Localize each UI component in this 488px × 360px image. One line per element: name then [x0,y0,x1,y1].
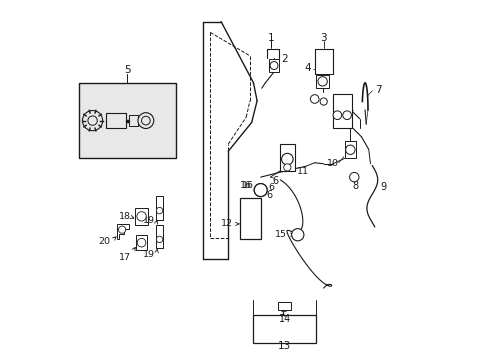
Text: 16: 16 [242,181,254,190]
Text: 14: 14 [278,314,290,324]
Circle shape [137,238,145,247]
Text: 2: 2 [281,54,287,64]
Bar [156,196,163,220]
Circle shape [254,184,266,197]
Text: 10: 10 [326,159,338,168]
Bar [128,115,137,126]
Circle shape [156,207,163,214]
Text: 7: 7 [374,85,381,95]
Circle shape [269,62,277,69]
Text: 5: 5 [124,65,131,75]
Bar [332,94,352,128]
Bar [134,208,148,225]
Text: 19: 19 [143,251,155,259]
Circle shape [82,111,102,131]
Text: 4: 4 [304,63,310,73]
Text: 17: 17 [119,253,131,262]
Bar [315,75,329,88]
Bar [106,113,126,128]
Circle shape [345,145,354,154]
Circle shape [138,113,153,129]
Circle shape [349,172,358,182]
Circle shape [317,77,326,86]
Text: 13: 13 [278,341,291,351]
Bar [268,59,279,72]
Bar [79,83,176,158]
Bar [277,302,291,310]
Text: 6: 6 [271,176,278,186]
Circle shape [342,111,351,120]
Circle shape [320,98,326,105]
Circle shape [137,212,146,221]
Text: 19: 19 [143,216,155,225]
Text: 9: 9 [380,182,386,192]
Bar [240,198,261,239]
Text: 16: 16 [240,181,252,190]
Text: 18: 18 [119,212,131,221]
Circle shape [310,95,318,103]
Circle shape [88,116,97,125]
Bar [344,141,355,158]
Circle shape [254,184,266,197]
Circle shape [118,226,125,233]
Text: 20: 20 [99,238,110,246]
Bar [156,225,163,248]
Polygon shape [117,224,128,239]
Circle shape [283,164,290,171]
Circle shape [281,153,292,165]
Circle shape [332,111,341,120]
Text: 15: 15 [274,230,286,239]
Circle shape [291,229,303,241]
Text: 12: 12 [221,219,232,228]
Bar [253,315,316,343]
Text: 3: 3 [320,33,326,43]
Bar [136,235,147,250]
Text: 1: 1 [267,33,274,43]
Text: 8: 8 [351,181,358,191]
Circle shape [141,116,150,125]
Text: 6: 6 [266,190,272,200]
Text: 11: 11 [296,166,308,175]
Circle shape [156,236,163,243]
Bar [279,144,294,171]
Text: 6: 6 [267,184,273,192]
